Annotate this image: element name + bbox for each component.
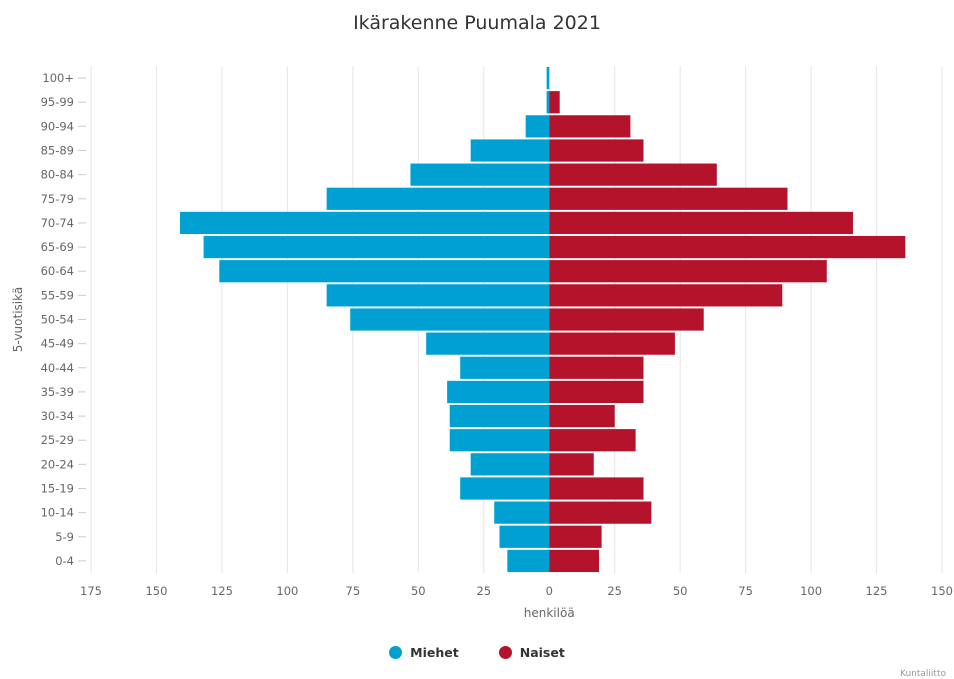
bar-men-55-59[interactable] <box>326 284 550 307</box>
bar-men-75-79[interactable] <box>326 187 550 210</box>
y-tick-label: 45-49 <box>41 337 74 351</box>
legend-marker-women <box>498 646 512 659</box>
bar-men-70-74[interactable] <box>180 211 550 235</box>
bar-men-35-39[interactable] <box>447 380 550 404</box>
y-tick-label: 60-64 <box>41 264 74 278</box>
y-tick-label: 65-69 <box>41 240 74 254</box>
y-tick-label: 35-39 <box>41 385 74 399</box>
bar-women-20-24[interactable] <box>549 453 594 476</box>
bar-women-35-39[interactable] <box>549 380 644 404</box>
bar-women-0-4[interactable] <box>549 549 599 573</box>
bars <box>180 66 906 573</box>
bar-women-30-34[interactable] <box>549 404 615 428</box>
legend: Miehet Naiset <box>0 645 954 660</box>
y-tick-label: 40-44 <box>41 361 74 375</box>
bar-women-80-84[interactable] <box>549 163 717 186</box>
bar-women-65-69[interactable] <box>549 235 906 259</box>
y-tick-label: 0-4 <box>55 554 74 568</box>
legend-label-men: Miehet <box>410 645 459 660</box>
x-tick-label: 0 <box>546 584 553 598</box>
x-tick-label: 50 <box>411 584 426 598</box>
bar-women-60-64[interactable] <box>549 260 827 283</box>
y-tick-label: 25-29 <box>41 433 74 447</box>
bar-men-15-19[interactable] <box>460 477 550 500</box>
y-tick-label: 100+ <box>42 71 74 85</box>
bar-women-85-89[interactable] <box>549 139 644 162</box>
x-tick-label: 75 <box>346 584 361 598</box>
bar-women-45-49[interactable] <box>549 332 675 355</box>
y-axis-tick-labels: 100+ 95-99 90-94 85-89 80-84 75-79 70-74 65-69 6… <box>41 71 86 568</box>
bar-men-40-44[interactable] <box>460 356 550 379</box>
x-tick-label: 25 <box>476 584 491 598</box>
bar-women-15-19[interactable] <box>549 477 644 500</box>
bar-women-95-99[interactable] <box>549 91 560 114</box>
bar-men-60-64[interactable] <box>219 260 550 283</box>
bar-men-65-69[interactable] <box>203 235 550 259</box>
bar-men-10-14[interactable] <box>494 501 550 524</box>
bar-men-20-24[interactable] <box>470 453 550 476</box>
x-tick-label: 25 <box>607 584 622 598</box>
y-tick-label: 85-89 <box>41 144 74 158</box>
y-tick-label: 5-9 <box>55 530 74 544</box>
bar-men-30-34[interactable] <box>449 404 550 428</box>
bar-women-75-79[interactable] <box>549 187 788 210</box>
bar-men-25-29[interactable] <box>449 429 550 452</box>
bar-women-55-59[interactable] <box>549 284 783 307</box>
y-tick-label: 15-19 <box>41 482 74 496</box>
y-tick-label: 95-99 <box>41 95 74 109</box>
y-tick-label: 70-74 <box>41 216 74 230</box>
bar-men-80-84[interactable] <box>410 163 550 186</box>
y-tick-label: 75-79 <box>41 192 74 206</box>
x-tick-label: 100 <box>276 584 298 598</box>
x-tick-label: 175 <box>80 584 102 598</box>
bar-women-50-54[interactable] <box>549 308 704 331</box>
legend-label-women: Naiset <box>519 645 565 660</box>
y-tick-label: 55-59 <box>41 288 74 302</box>
bar-men-50-54[interactable] <box>350 308 550 331</box>
x-tick-label: 125 <box>866 584 888 598</box>
x-tick-label: 75 <box>738 584 753 598</box>
bar-women-5-9[interactable] <box>549 525 602 548</box>
x-axis-tick-labels: 175 150 125 100 75 50 25 0 25 50 75 100 125 150 <box>80 584 953 598</box>
x-axis-title: henkilöä <box>524 606 575 620</box>
legend-marker-men <box>389 646 403 659</box>
bar-women-10-14[interactable] <box>549 501 652 524</box>
bar-women-40-44[interactable] <box>549 356 644 379</box>
x-tick-label: 150 <box>931 584 953 598</box>
bar-women-90-94[interactable] <box>549 115 631 138</box>
x-tick-label: 150 <box>145 584 167 598</box>
y-tick-label: 30-34 <box>41 409 74 423</box>
bar-men-95-99[interactable] <box>546 91 550 114</box>
y-tick-label: 90-94 <box>41 119 74 133</box>
y-tick-label: 10-14 <box>41 506 74 520</box>
x-tick-label: 100 <box>800 584 822 598</box>
x-tick-label: 50 <box>673 584 688 598</box>
bar-women-70-74[interactable] <box>549 211 853 235</box>
bar-men-5-9[interactable] <box>499 525 550 548</box>
bar-men-90-94[interactable] <box>525 115 550 138</box>
bar-men-0-4[interactable] <box>507 549 550 573</box>
y-tick-label: 20-24 <box>41 457 74 471</box>
y-axis-title: 5-vuotisikä <box>11 287 25 352</box>
legend-item-men[interactable]: Miehet <box>389 645 459 660</box>
bar-men-85-89[interactable] <box>470 139 550 162</box>
x-tick-label: 125 <box>211 584 233 598</box>
bar-men-45-49[interactable] <box>426 332 550 355</box>
y-tick-label: 50-54 <box>41 313 74 327</box>
bar-women-25-29[interactable] <box>549 429 636 452</box>
legend-item-women[interactable]: Naiset <box>498 645 565 660</box>
chart-title: Ikärakenne Puumala 2021 <box>353 12 601 34</box>
credits-link[interactable]: Kuntaliitto <box>900 669 946 679</box>
y-tick-label: 80-84 <box>41 168 74 182</box>
bar-men-100+[interactable] <box>546 66 550 90</box>
